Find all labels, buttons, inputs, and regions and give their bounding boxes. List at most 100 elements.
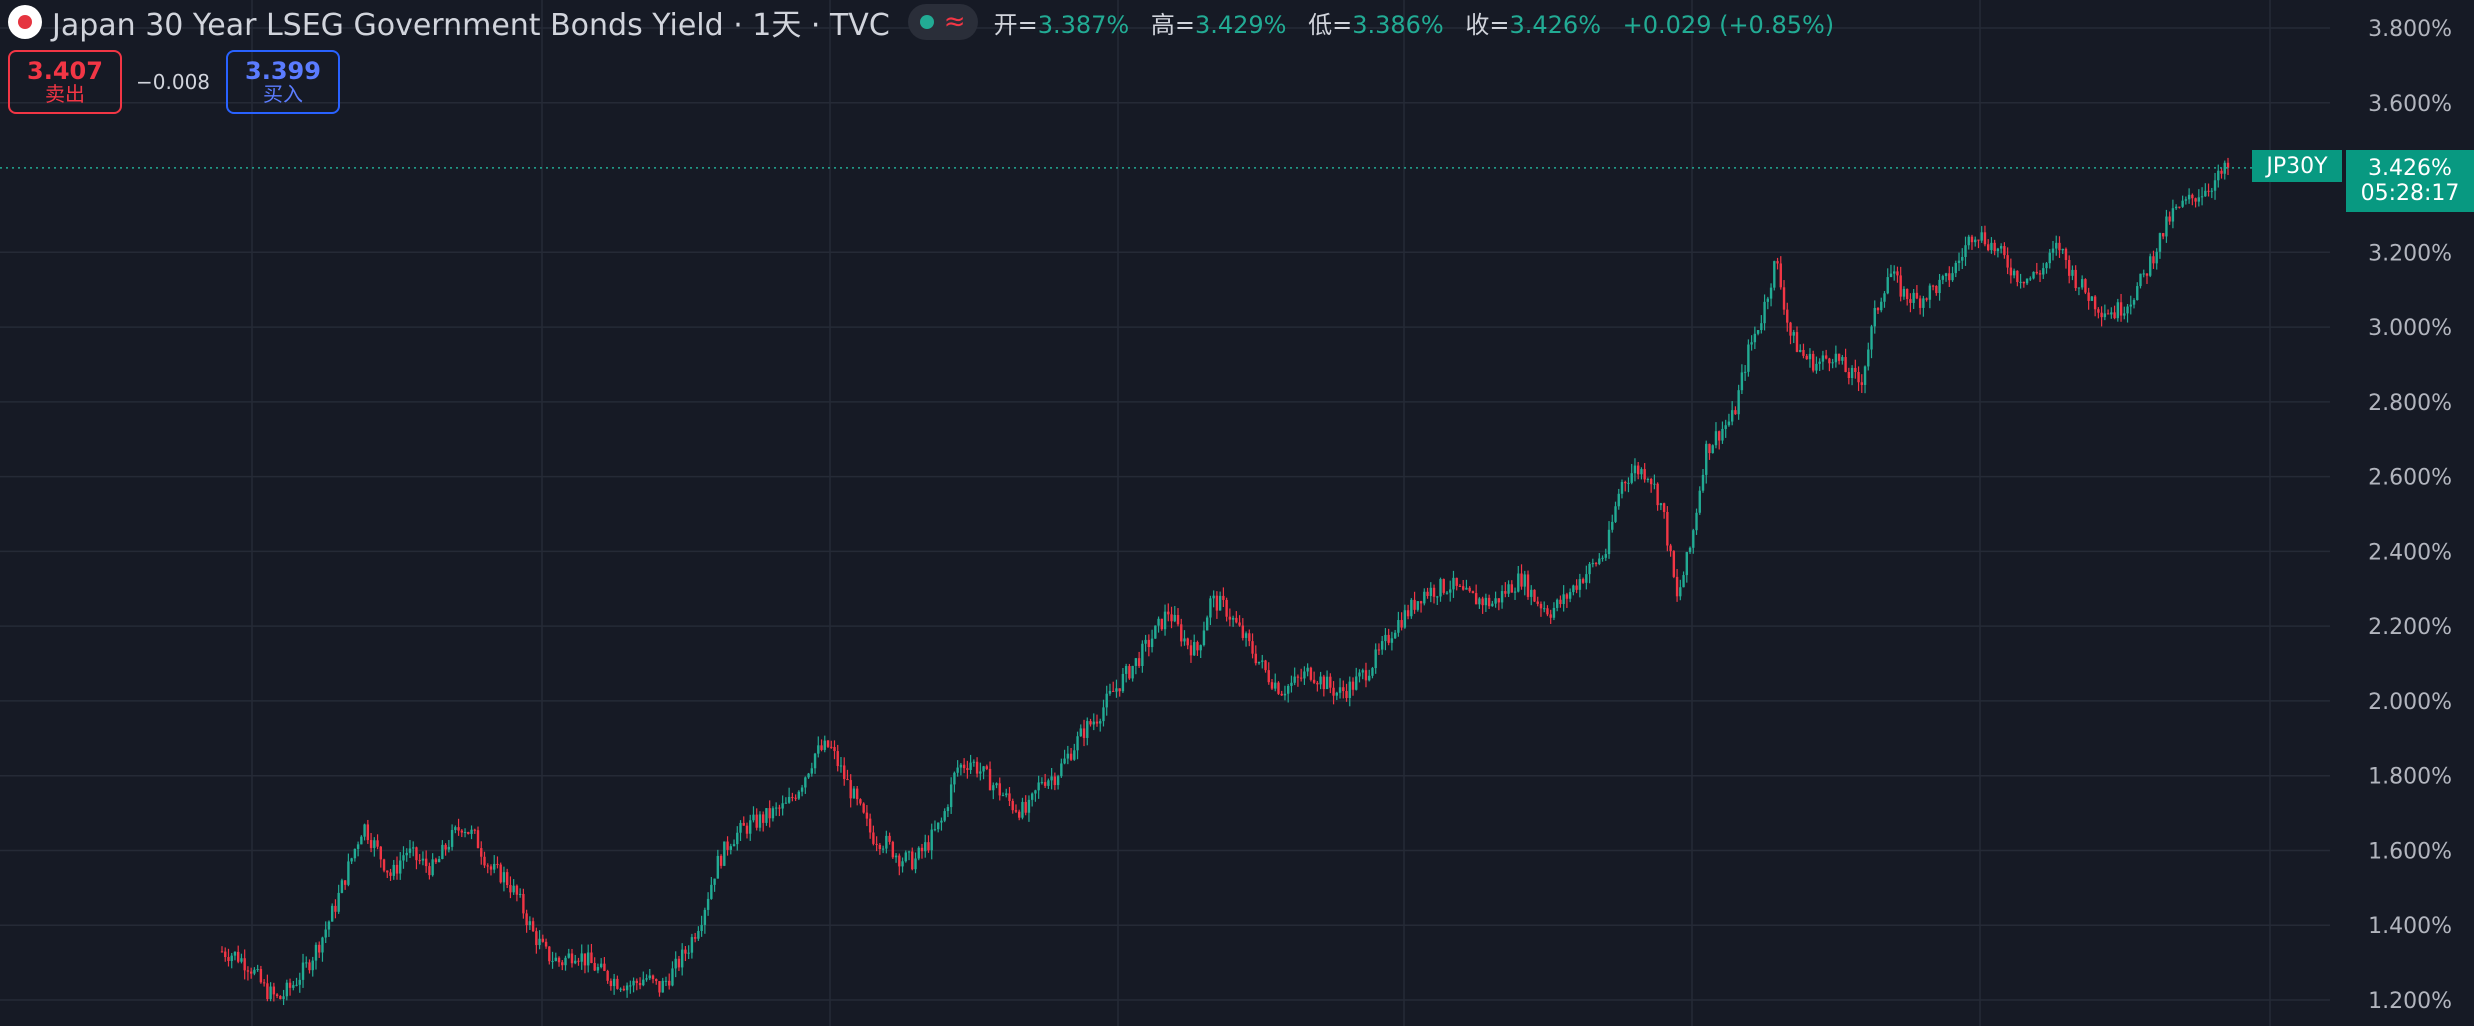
candle bbox=[1601, 555, 1604, 562]
candle bbox=[402, 846, 405, 869]
candle bbox=[1222, 587, 1225, 608]
candle bbox=[755, 808, 758, 831]
candle bbox=[1572, 584, 1575, 596]
candle bbox=[350, 857, 353, 865]
candle bbox=[885, 830, 888, 854]
candle bbox=[1167, 603, 1170, 622]
candle bbox=[1021, 797, 1024, 820]
candle bbox=[2174, 204, 2178, 210]
candle bbox=[972, 759, 976, 767]
candle bbox=[745, 822, 749, 839]
candle bbox=[314, 942, 318, 970]
candle bbox=[988, 761, 992, 791]
candle bbox=[1024, 795, 1027, 816]
candle bbox=[1001, 792, 1005, 797]
candle bbox=[262, 979, 266, 987]
candle bbox=[2016, 270, 2019, 287]
candle bbox=[1439, 577, 1442, 602]
candle bbox=[1413, 591, 1416, 614]
y-tick-label: 1.600% bbox=[2368, 839, 2452, 864]
candle bbox=[1559, 595, 1562, 608]
candle bbox=[2207, 183, 2210, 197]
candle bbox=[797, 790, 801, 801]
candle bbox=[1769, 283, 1773, 307]
candle bbox=[749, 814, 752, 841]
candle bbox=[1792, 329, 1795, 344]
open-label: 开= bbox=[993, 10, 1038, 39]
candle bbox=[622, 985, 626, 992]
close-label: 收= bbox=[1465, 10, 1510, 39]
candle bbox=[1244, 631, 1248, 647]
candle bbox=[771, 806, 775, 822]
candle bbox=[1436, 595, 1439, 606]
low-value: 3.386% bbox=[1352, 10, 1444, 39]
candle bbox=[2093, 295, 2097, 317]
candle bbox=[761, 811, 765, 832]
candle bbox=[457, 818, 460, 836]
candle bbox=[227, 948, 230, 967]
candle bbox=[311, 956, 314, 977]
candle bbox=[1215, 591, 1219, 619]
candle bbox=[2152, 250, 2155, 269]
candle bbox=[700, 915, 703, 937]
candle bbox=[1043, 773, 1047, 788]
delayed-data-icon: ≈ bbox=[943, 7, 966, 37]
candle bbox=[1342, 680, 1345, 699]
candle bbox=[872, 825, 875, 846]
candle bbox=[515, 884, 519, 902]
candle bbox=[1543, 601, 1546, 613]
candle bbox=[1283, 685, 1287, 701]
candle bbox=[1303, 666, 1306, 685]
candle bbox=[1393, 629, 1397, 639]
candle bbox=[1319, 671, 1322, 690]
candle bbox=[1760, 315, 1763, 334]
candle bbox=[726, 836, 729, 856]
candle bbox=[849, 774, 852, 808]
candle bbox=[2126, 304, 2129, 323]
candle bbox=[437, 856, 441, 863]
candle bbox=[1099, 718, 1102, 732]
candle bbox=[1863, 365, 1867, 394]
candle bbox=[859, 798, 862, 806]
candle bbox=[1964, 236, 1967, 266]
candle bbox=[1902, 286, 1906, 300]
candle bbox=[1419, 600, 1423, 613]
candle bbox=[2064, 247, 2068, 269]
sell-button[interactable]: 3.407 卖出 bbox=[8, 50, 122, 114]
candle bbox=[1737, 384, 1740, 420]
candle bbox=[1789, 321, 1792, 345]
candle bbox=[1368, 669, 1371, 682]
candle bbox=[1546, 605, 1549, 617]
last-price-value: 3.426% bbox=[2368, 155, 2452, 181]
candle bbox=[680, 943, 684, 976]
candle bbox=[1986, 239, 1990, 252]
buy-button[interactable]: 3.399 买入 bbox=[226, 50, 340, 114]
candle bbox=[651, 974, 655, 984]
candle bbox=[1714, 422, 1718, 449]
candle bbox=[240, 953, 243, 964]
candle bbox=[2061, 248, 2064, 255]
market-status-pill[interactable]: ≈ bbox=[907, 4, 978, 40]
candle bbox=[431, 853, 434, 877]
sell-label: 卖出 bbox=[45, 82, 85, 107]
candle bbox=[1008, 787, 1011, 807]
high-label: 高= bbox=[1150, 10, 1195, 39]
y-tick-label: 3.800% bbox=[2368, 17, 2452, 42]
candle bbox=[2210, 187, 2213, 199]
candle bbox=[1387, 628, 1390, 646]
candle bbox=[1277, 681, 1280, 695]
candle bbox=[282, 989, 285, 1006]
candle bbox=[1526, 570, 1530, 600]
candle bbox=[804, 776, 807, 794]
candle bbox=[742, 816, 745, 826]
candle bbox=[1517, 565, 1520, 593]
candle bbox=[509, 876, 512, 899]
candle bbox=[1948, 266, 1951, 287]
y-tick-label: 3.600% bbox=[2368, 92, 2452, 117]
candle bbox=[914, 852, 917, 874]
symbol-title[interactable]: Japan 30 Year LSEG Government Bonds Yiel… bbox=[52, 8, 890, 43]
candle bbox=[830, 740, 833, 749]
candle bbox=[888, 832, 891, 845]
candle bbox=[1293, 667, 1296, 686]
